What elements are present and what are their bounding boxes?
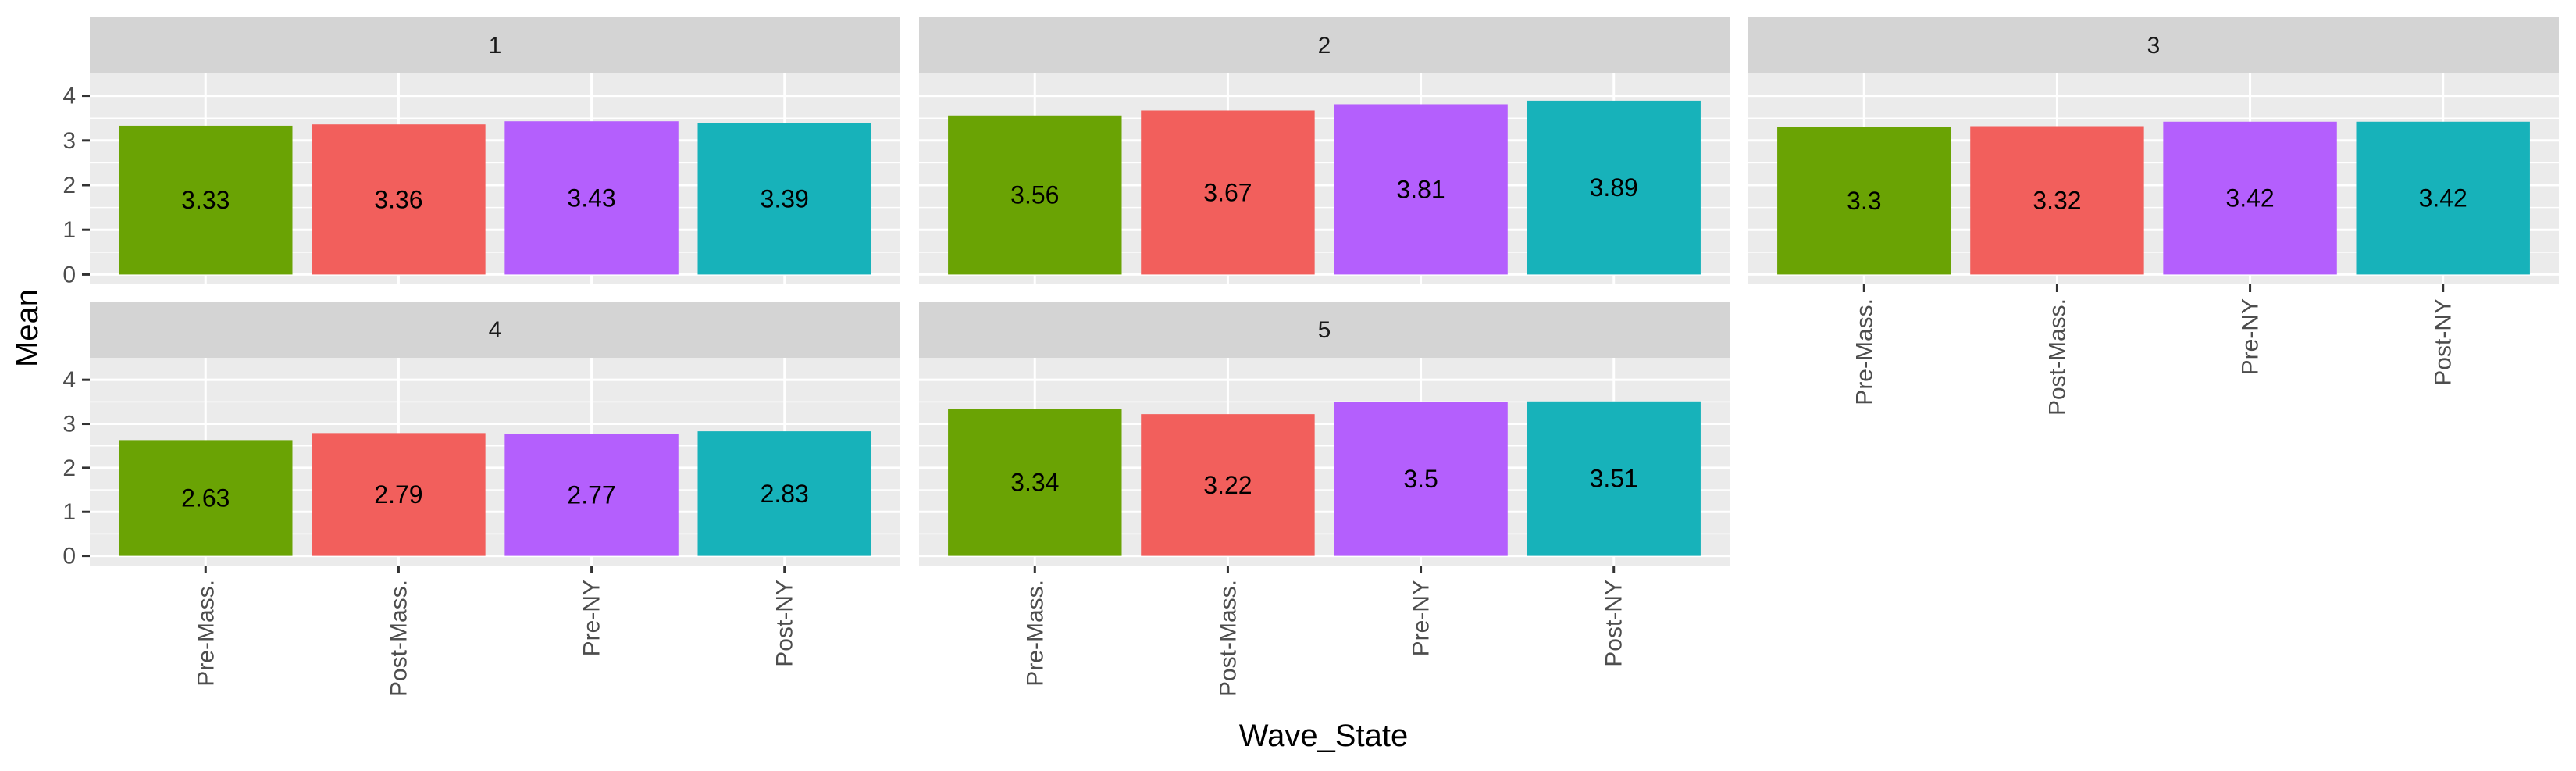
facet-strip bbox=[919, 302, 1730, 358]
x-tick-label: Post-Mass. bbox=[1215, 580, 1241, 697]
bar-value-label: 3.51 bbox=[1590, 465, 1638, 493]
facet-strip bbox=[919, 17, 1730, 73]
y-tick-label: 2 bbox=[62, 455, 76, 481]
bar-value-label: 2.79 bbox=[374, 480, 422, 509]
bar-value-label: 3.32 bbox=[2033, 186, 2081, 214]
x-tick-label: Pre-NY bbox=[1409, 580, 1434, 656]
x-tick-label: Pre-NY bbox=[579, 580, 605, 656]
bar-Post-NY bbox=[697, 431, 871, 556]
bar-Post-Mass. bbox=[312, 124, 486, 275]
bar-Pre-Mass. bbox=[119, 440, 293, 556]
x-axis-title: Wave_State bbox=[1239, 719, 1408, 753]
bar-Pre-NY bbox=[504, 434, 679, 556]
bar-value-label: 3.39 bbox=[761, 184, 809, 212]
bar-value-label: 3.33 bbox=[181, 186, 230, 214]
bar-Pre-Mass. bbox=[119, 125, 293, 275]
x-tick-label: Pre-NY bbox=[2238, 298, 2264, 375]
bar-Pre-NY bbox=[2163, 121, 2337, 275]
facet-strip bbox=[90, 17, 900, 73]
x-tick-label: Post-NY bbox=[2431, 298, 2457, 386]
facet-strip-label: 3 bbox=[2147, 33, 2161, 59]
bar-value-label: 3.3 bbox=[1847, 187, 1881, 215]
bar-Pre-Mass. bbox=[1777, 127, 1951, 275]
y-tick-label: 2 bbox=[62, 173, 76, 198]
bar-value-label: 3.43 bbox=[567, 184, 615, 212]
facet-strip-label: 1 bbox=[489, 33, 502, 59]
y-tick-label: 4 bbox=[62, 367, 76, 393]
x-tick-label: Pre-Mass. bbox=[1851, 298, 1877, 405]
bar-value-label: 2.83 bbox=[761, 480, 809, 508]
x-tick-label: Post-Mass. bbox=[2044, 298, 2070, 416]
facet-panel-4: 2.63 2.79 2.77 2.83 4 0 1 2 3 4 Pre-Mass. Post-Mass… bbox=[62, 302, 900, 697]
facet-strip bbox=[90, 302, 900, 358]
bar-value-label: 3.67 bbox=[1203, 178, 1252, 206]
x-tick-label: Post-NY bbox=[1602, 580, 1627, 667]
x-tick-label: Post-NY bbox=[772, 580, 798, 667]
x-tick-label: Pre-Mass. bbox=[193, 580, 219, 687]
bar-Pre-Mass. bbox=[948, 115, 1122, 275]
bar-Post-Mass. bbox=[1141, 110, 1315, 275]
bar-value-label: 3.34 bbox=[1010, 468, 1059, 496]
facet-strip-label: 2 bbox=[1318, 33, 1331, 59]
bar-value-label: 2.63 bbox=[181, 484, 230, 512]
bar-Post-Mass. bbox=[1970, 126, 2144, 275]
bar-value-label: 3.56 bbox=[1010, 181, 1059, 209]
bar-value-label: 3.36 bbox=[374, 185, 422, 213]
bar-Pre-NY bbox=[1334, 104, 1508, 275]
y-tick-label: 0 bbox=[62, 544, 76, 569]
facet-panel-1: 3.33 3.36 3.43 3.39 1 0 1 2 3 4 bbox=[62, 17, 900, 287]
bar-value-label: 3.42 bbox=[2225, 184, 2274, 212]
y-tick-label: 1 bbox=[62, 217, 76, 243]
x-tick-label: Pre-Mass. bbox=[1022, 580, 1048, 687]
bar-value-label: 3.89 bbox=[1590, 173, 1638, 202]
y-tick-label: 0 bbox=[62, 262, 76, 287]
facet-strip-label: 5 bbox=[1318, 317, 1331, 343]
y-tick-label: 3 bbox=[62, 412, 76, 437]
bar-value-label: 3.5 bbox=[1403, 465, 1438, 493]
bar-value-label: 3.42 bbox=[2419, 184, 2467, 212]
bar-Pre-Mass. bbox=[948, 409, 1122, 556]
bar-Post-NY bbox=[1527, 100, 1701, 275]
y-tick-label: 1 bbox=[62, 499, 76, 525]
bar-Post-Mass. bbox=[312, 433, 486, 556]
y-tick-label: 4 bbox=[62, 84, 76, 109]
bar-Pre-NY bbox=[1334, 402, 1508, 556]
bar-Post-NY bbox=[2356, 121, 2530, 275]
bar-value-label: 3.81 bbox=[1396, 175, 1445, 203]
facet-strip bbox=[1748, 17, 2559, 73]
bar-Post-Mass. bbox=[1141, 414, 1315, 556]
bar-Post-NY bbox=[1527, 401, 1701, 556]
bar-value-label: 3.22 bbox=[1203, 471, 1252, 499]
bar-Pre-NY bbox=[504, 121, 679, 275]
bar-Post-NY bbox=[697, 123, 871, 275]
y-tick-label: 3 bbox=[62, 128, 76, 154]
bar-value-label: 2.77 bbox=[567, 481, 615, 509]
facet-panel-5: 3.34 3.22 3.5 3.51 5 Pre-Mass. Post-Mass. Pre-N… bbox=[919, 302, 1730, 697]
facet-panel-3: 3.3 3.32 3.42 3.42 3 Pre-Mass. Post-Mass. Pre-N… bbox=[1748, 17, 2559, 416]
facet-panel-2: 3.56 3.67 3.81 3.89 2 bbox=[919, 17, 1730, 284]
x-tick-label: Post-Mass. bbox=[386, 580, 412, 697]
facet-strip-label: 4 bbox=[489, 317, 502, 343]
y-axis-title: Mean bbox=[10, 289, 45, 367]
